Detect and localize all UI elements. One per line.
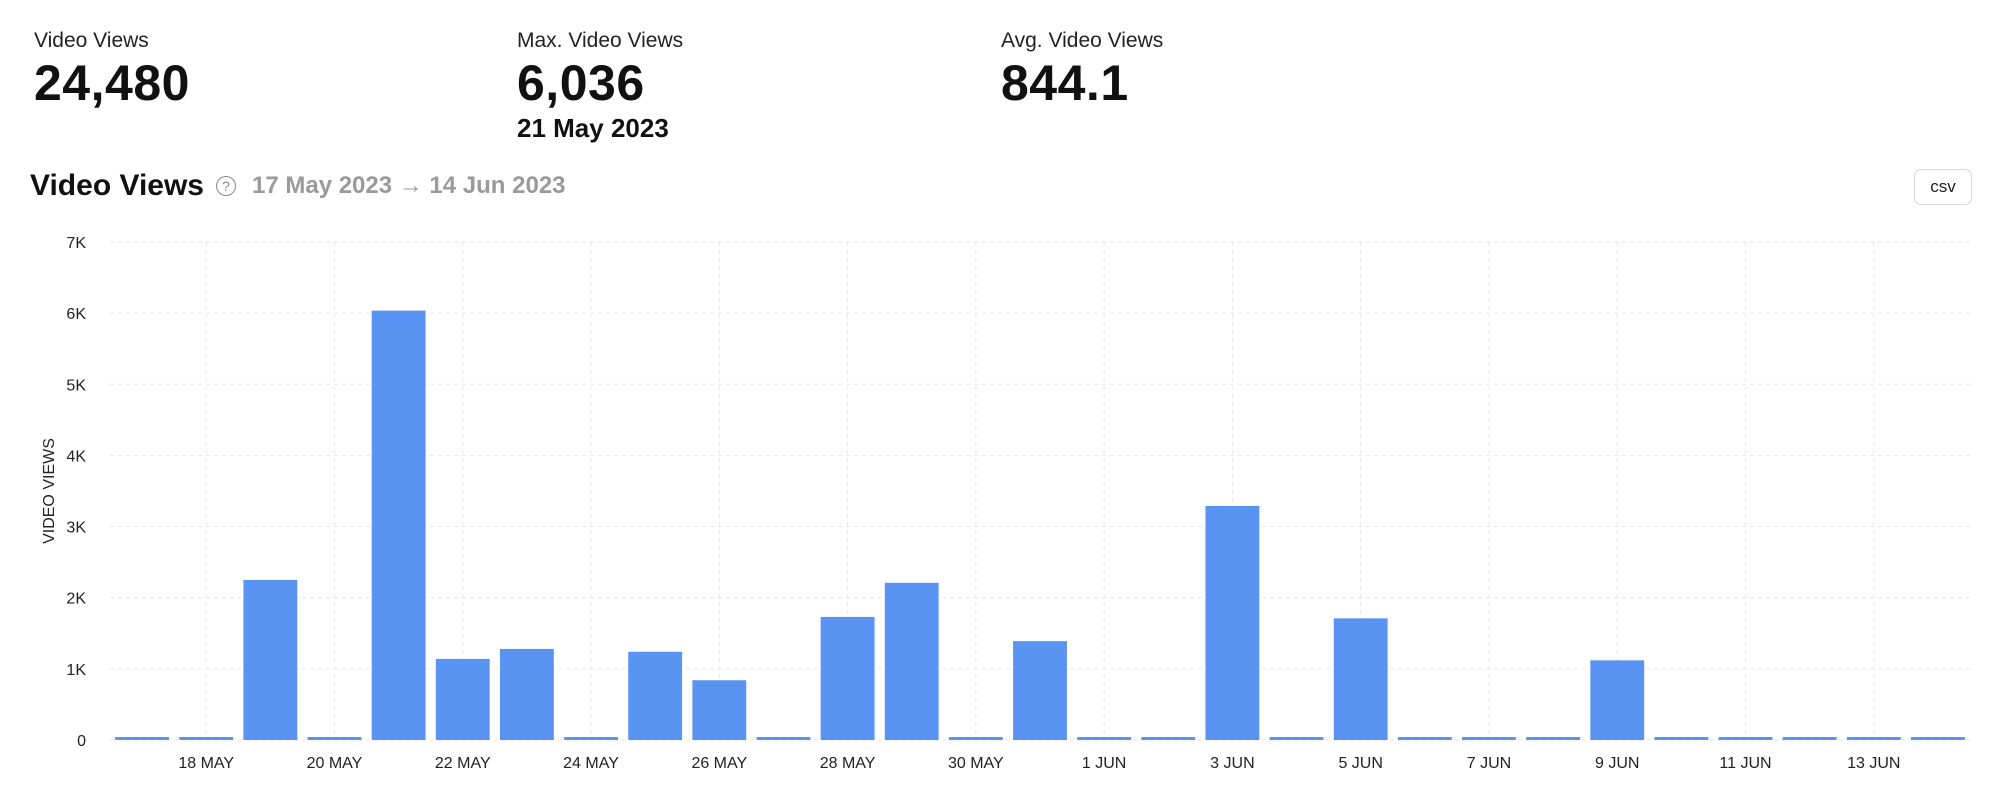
bar[interactable] <box>307 737 362 740</box>
bar[interactable] <box>1141 737 1196 740</box>
stat-value: 6,036 <box>517 55 645 111</box>
bar[interactable] <box>1718 737 1773 740</box>
stat-label: Avg. Video Views <box>1001 29 1164 52</box>
bar[interactable] <box>1910 737 1965 740</box>
bar[interactable] <box>371 310 426 740</box>
x-tick-label: 30 MAY <box>948 755 1004 772</box>
x-tick-label: 3 JUN <box>1210 755 1254 772</box>
csv-export-button[interactable]: csv <box>1914 169 1972 205</box>
y-axis-ticks: 0 1K 2K 3K 4K 5K 6K 7K <box>66 235 86 750</box>
x-tick-label: 1 JUN <box>1082 755 1126 772</box>
bar[interactable] <box>179 737 234 740</box>
stat-label: Max. Video Views <box>517 29 684 52</box>
bar[interactable] <box>692 680 747 740</box>
y-tick-label: 5K <box>66 377 86 394</box>
x-tick-label: 7 JUN <box>1467 755 1511 772</box>
question-circle-icon[interactable]: ? <box>215 176 236 196</box>
stat-label: Video Views <box>34 29 149 52</box>
y-tick-label: 3K <box>66 520 86 537</box>
y-tick-label: 2K <box>66 591 86 608</box>
bar[interactable] <box>115 737 170 740</box>
y-tick-label: 0 <box>77 733 86 750</box>
bar[interactable] <box>1205 505 1260 740</box>
bar[interactable] <box>243 579 298 740</box>
stat-value: 24,480 <box>34 55 190 111</box>
bar[interactable] <box>1269 737 1324 740</box>
stat-max-video-views: Max. Video Views 6,036 21 May 2023 <box>517 28 683 143</box>
bar[interactable] <box>1654 737 1709 740</box>
x-tick-label: 24 MAY <box>563 755 619 772</box>
stat-avg-video-views: Avg. Video Views 844.1 <box>1001 28 1163 112</box>
bar[interactable] <box>435 658 490 740</box>
stat-value: 844.1 <box>1001 55 1129 111</box>
x-tick-label: 9 JUN <box>1595 755 1639 772</box>
bar[interactable] <box>1782 737 1837 740</box>
x-tick-label: 28 MAY <box>820 755 876 772</box>
bar[interactable] <box>1846 737 1901 740</box>
y-tick-label: 7K <box>66 235 86 252</box>
bar[interactable] <box>756 737 811 740</box>
date-range: 17 May 2023 → 14 Jun 2023 <box>251 172 566 199</box>
bar[interactable] <box>1526 737 1581 740</box>
bar[interactable] <box>884 582 939 740</box>
x-tick-label: 5 JUN <box>1338 755 1382 772</box>
x-tick-label: 11 JUN <box>1719 755 1771 772</box>
bar[interactable] <box>1397 737 1452 740</box>
stat-date: 21 May 2023 <box>517 113 669 143</box>
x-tick-label: 22 MAY <box>435 755 491 772</box>
bar[interactable] <box>1590 660 1645 740</box>
y-tick-label: 4K <box>66 448 86 465</box>
bar[interactable] <box>564 737 618 740</box>
y-tick-label: 1K <box>66 662 86 679</box>
bar[interactable] <box>1077 737 1132 740</box>
x-tick-label: 26 MAY <box>691 755 747 772</box>
bar[interactable] <box>1462 737 1516 740</box>
bar[interactable] <box>1333 618 1388 740</box>
x-tick-label: 18 MAY <box>178 755 234 772</box>
bar[interactable] <box>948 737 1003 740</box>
bar[interactable] <box>499 648 554 740</box>
x-tick-label: 13 JUN <box>1847 755 1900 772</box>
stats-summary: Video Views 24,480 Max. Video Views 6,03… <box>34 28 1434 148</box>
x-tick-label: 20 MAY <box>307 755 363 772</box>
bar[interactable] <box>1013 641 1067 740</box>
chart-bars <box>115 310 1965 740</box>
x-axis-ticks: 18 MAY 20 MAY 22 MAY 24 MAY 26 MAY 28 MAY 30 M… <box>178 755 1900 772</box>
chart-title: Video Views <box>30 169 204 202</box>
stat-video-views: Video Views 24,480 <box>34 28 190 112</box>
y-tick-label: 6K <box>66 306 86 323</box>
bar[interactable] <box>628 651 683 740</box>
bar[interactable] <box>820 616 875 740</box>
y-axis-title: VIDEO VIEWS <box>41 438 58 544</box>
chart-header: Video Views ? 17 May 2023 → 14 Jun 2023 <box>30 166 566 206</box>
